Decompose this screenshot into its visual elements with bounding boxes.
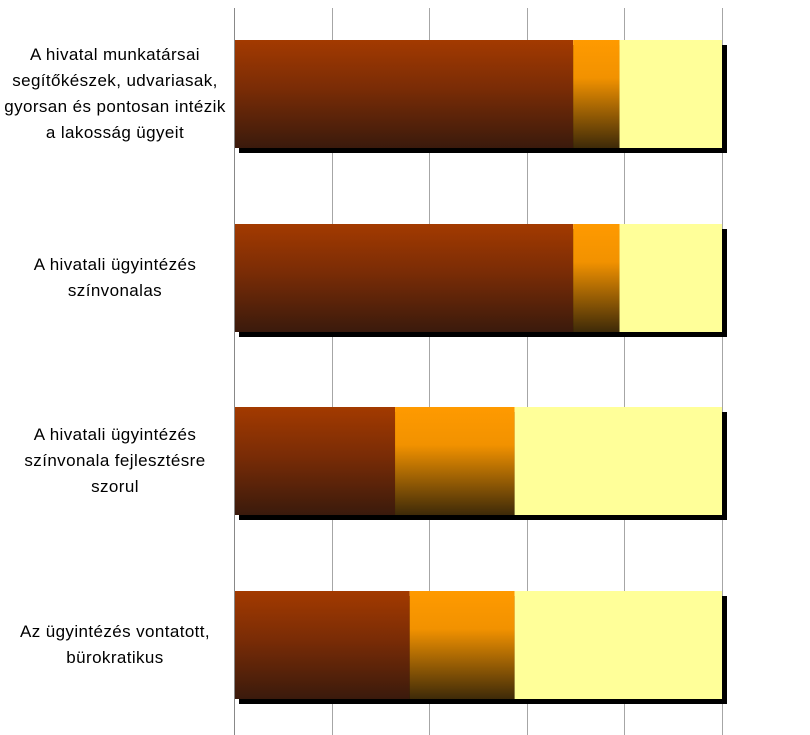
- category-label: Az ügyintézés vontatott, bürokratikus: [19, 622, 211, 667]
- bar-segment-1: [234, 224, 574, 332]
- bar-segment-2: [573, 40, 620, 148]
- category-label: A hivatal munkatársai segítőkészek, udva…: [4, 45, 226, 142]
- category-label: A hivatali ügyintézés színvonala fejlesz…: [24, 425, 206, 496]
- bar-segment-2: [409, 591, 515, 699]
- bar-segment-1: [234, 407, 396, 515]
- bar-segment-3: [619, 224, 722, 332]
- bar-segment-2: [573, 224, 620, 332]
- bar-segment-3: [514, 407, 722, 515]
- bars: [234, 40, 727, 704]
- bar-segment-1: [234, 40, 574, 148]
- bar-segment-3: [514, 591, 722, 699]
- category-label: A hivatali ügyintézés színvonalas: [33, 255, 197, 300]
- bar-segment-3: [619, 40, 722, 148]
- bar-segment-2: [395, 407, 515, 515]
- bar-segment-1: [234, 591, 410, 699]
